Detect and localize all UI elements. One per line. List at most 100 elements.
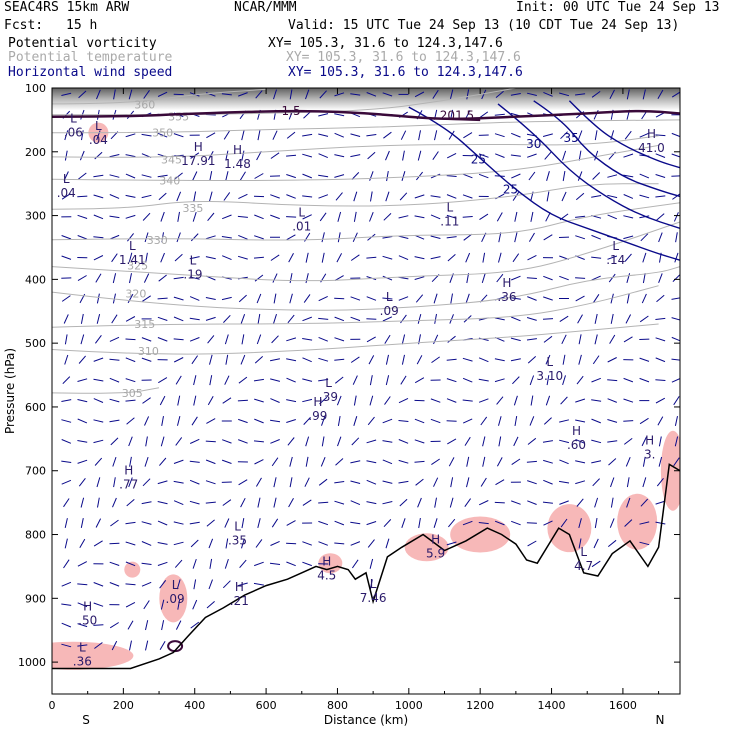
wind-barb bbox=[61, 603, 72, 606]
wind-barb bbox=[369, 558, 374, 569]
wind-barb bbox=[414, 215, 425, 219]
wind-barb bbox=[253, 378, 264, 382]
wind-barb bbox=[481, 273, 486, 284]
wind-barb bbox=[368, 355, 375, 365]
wind-barb bbox=[466, 89, 470, 100]
wind-barb bbox=[529, 375, 535, 386]
wind-barb bbox=[318, 520, 329, 526]
wind-barb bbox=[350, 93, 361, 96]
wind-barb bbox=[482, 436, 486, 447]
y-axis-label: Pressure (hPa) bbox=[3, 348, 17, 434]
wind-barb bbox=[289, 477, 293, 488]
wind-barb bbox=[591, 460, 602, 464]
wind-barb bbox=[384, 334, 391, 344]
wind-barb bbox=[369, 212, 374, 222]
wind-barb bbox=[272, 273, 278, 283]
wind-barb bbox=[671, 91, 680, 98]
wind-barb bbox=[594, 130, 598, 141]
wind-barb bbox=[385, 354, 389, 365]
wind-barb bbox=[93, 174, 104, 178]
wind-barb bbox=[526, 460, 537, 463]
wind-barb bbox=[382, 316, 393, 322]
wind-barb bbox=[512, 253, 520, 263]
wind-label: 25 bbox=[503, 182, 518, 196]
y-tick-label: 100 bbox=[25, 82, 46, 95]
y-tick-label: 300 bbox=[25, 210, 46, 223]
wind-barb bbox=[159, 640, 166, 651]
wind-barb bbox=[353, 191, 358, 202]
wind-barb bbox=[209, 558, 213, 569]
wind-barb bbox=[289, 273, 293, 284]
wind-barb bbox=[446, 194, 457, 199]
wind-barb bbox=[607, 174, 618, 178]
wind-barb bbox=[482, 252, 486, 263]
wind-barb bbox=[625, 314, 632, 324]
extremum-value: 41.0 bbox=[638, 141, 665, 155]
wind-barb bbox=[607, 440, 618, 443]
wind-barb bbox=[318, 378, 329, 382]
wind-barb bbox=[527, 540, 537, 547]
wind-barb bbox=[225, 150, 229, 161]
wind-barb bbox=[286, 561, 296, 567]
wind-barb bbox=[543, 275, 553, 281]
pv-shading bbox=[52, 88, 680, 670]
wind-barb bbox=[626, 497, 631, 508]
wind-barb bbox=[462, 418, 473, 424]
wind-barb bbox=[624, 130, 632, 140]
wind-barb bbox=[161, 416, 164, 426]
wind-barb bbox=[109, 622, 119, 629]
wind-barb bbox=[399, 498, 408, 507]
wind-barb bbox=[431, 356, 440, 364]
wind-barb bbox=[401, 518, 406, 528]
wind-barb bbox=[160, 252, 165, 263]
wind-barb bbox=[350, 521, 361, 525]
wind-barb bbox=[463, 132, 473, 139]
wind-barb bbox=[607, 419, 618, 423]
extremum-value: .01 bbox=[292, 220, 311, 234]
y-tick-label: 400 bbox=[25, 273, 46, 286]
wind-barb bbox=[462, 216, 473, 218]
wind-barb bbox=[145, 640, 149, 651]
wind-barb bbox=[511, 173, 521, 179]
wind-barb bbox=[93, 582, 104, 587]
theta-label: 305 bbox=[122, 387, 143, 400]
wind-barb bbox=[318, 357, 329, 362]
wind-barb bbox=[145, 252, 148, 263]
wind-barb bbox=[77, 235, 88, 240]
extremum-type: L bbox=[79, 641, 86, 655]
wind-barb bbox=[401, 171, 406, 181]
theta-contour-305 bbox=[52, 387, 160, 394]
wind-barb bbox=[640, 498, 649, 507]
wind-barb bbox=[353, 416, 358, 426]
wind-barb bbox=[511, 316, 521, 322]
wind-barb bbox=[543, 234, 553, 241]
wind-barb bbox=[80, 497, 85, 508]
wind-barb bbox=[494, 501, 505, 504]
wind-barb bbox=[61, 255, 72, 260]
wind-barb bbox=[190, 621, 200, 629]
extremum-value: .36 bbox=[497, 290, 516, 304]
wind-barb bbox=[494, 358, 505, 362]
wind-barb bbox=[225, 354, 229, 365]
wind-barb bbox=[526, 522, 537, 524]
x-tick-label: 1000 bbox=[395, 699, 423, 712]
wind-barb bbox=[623, 377, 634, 383]
wind-barb bbox=[623, 336, 633, 343]
extremum-value: .09 bbox=[166, 592, 185, 606]
wind-barb bbox=[527, 254, 537, 261]
wind-barb bbox=[367, 539, 375, 548]
wind-barb bbox=[141, 562, 152, 565]
wind-barb bbox=[125, 357, 136, 363]
wind-barb bbox=[334, 376, 344, 384]
wind-barb bbox=[189, 92, 200, 97]
wind-barb bbox=[141, 581, 152, 587]
wind-barb bbox=[561, 191, 567, 202]
wind-barb bbox=[351, 559, 359, 569]
wind-barb bbox=[94, 151, 103, 160]
wind-barb bbox=[221, 459, 232, 464]
wind-barb bbox=[592, 355, 600, 365]
wind-barb bbox=[254, 356, 264, 364]
wind-barb bbox=[96, 89, 101, 100]
wind-barb bbox=[193, 579, 197, 590]
wind-barb bbox=[366, 439, 377, 444]
